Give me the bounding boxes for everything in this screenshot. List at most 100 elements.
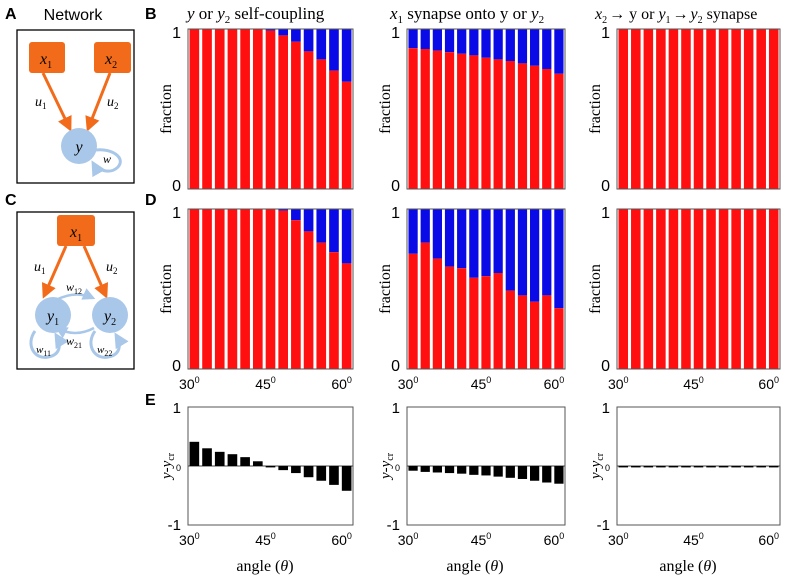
- e2-bar-1: [420, 466, 430, 472]
- b3-bar-red-11: [756, 29, 766, 189]
- e1-bar-8: [291, 466, 301, 474]
- node-y2-label: y: [102, 308, 112, 325]
- b1-ytick-1: 1: [172, 25, 181, 42]
- b2-frame: [406, 28, 566, 190]
- b2-bar-blue-2: [432, 29, 443, 51]
- e3-xtick-2-base: 60: [758, 532, 774, 548]
- b1-frame: [187, 28, 354, 190]
- node-x1-sub: 1: [47, 60, 52, 71]
- e2-bar-8: [505, 466, 515, 478]
- d2-xtick-0-sup: 0: [413, 375, 418, 385]
- d3-frame: [616, 208, 781, 370]
- col2-title-a-sub: 1: [398, 14, 404, 26]
- b2-bar-blue-1: [420, 29, 430, 49]
- d1-bar-red-2: [214, 209, 225, 369]
- d2-bar-red-9: [517, 295, 528, 369]
- col3-title-a-sub: 2: [602, 15, 607, 26]
- d2-xtick-1: 450: [471, 375, 492, 392]
- b3-bar-red-9: [731, 29, 741, 189]
- label-u2: u: [107, 95, 114, 110]
- edge-x1-y1: [41, 245, 68, 299]
- e1-ytick-bot: -1: [168, 517, 181, 534]
- d3-xtick-1: 450: [683, 375, 704, 392]
- e3-ytick-top: 1: [602, 400, 610, 417]
- d2-bar-blue-2: [432, 209, 443, 259]
- d2-bar-blue-11: [542, 209, 552, 296]
- d3-xtick-2-base: 60: [758, 376, 774, 392]
- e1-bar-2: [214, 451, 225, 466]
- d2-frame: [406, 208, 566, 370]
- d2-bar-blue-0: [408, 209, 418, 254]
- d1-bar-red-11: [329, 252, 339, 369]
- e3-bar-9: [731, 466, 741, 468]
- label-w21: w: [66, 334, 74, 348]
- d1-ytick-0: 0: [172, 358, 181, 375]
- b1-ytick-0: 0: [172, 178, 181, 195]
- e1-bar-7: [278, 466, 289, 471]
- d3-bar-red-3: [656, 209, 666, 369]
- d2-bar-red-7: [493, 273, 503, 369]
- d2-bar-blue-7: [493, 209, 503, 273]
- b2-bar-blue-6: [481, 29, 491, 58]
- e2-xtick-1: 450: [471, 531, 492, 548]
- node-x1: [29, 42, 65, 73]
- xlabel-col2-theta: θ: [490, 558, 498, 575]
- e2-ylabel-sub: cr: [385, 452, 396, 460]
- e1-bar-9: [303, 466, 314, 478]
- label-w11-sub: 11: [43, 349, 51, 358]
- e1-ylabel-sub: cr: [166, 452, 177, 460]
- svg-text:w11: w11: [36, 344, 51, 358]
- b2-bar-red-0: [408, 48, 418, 190]
- e2-ylabel: y-ycr: [378, 452, 396, 481]
- e2-bar-0: [408, 466, 418, 471]
- b1-bar-blue-8: [291, 29, 301, 42]
- panel-letter-b: B: [145, 6, 157, 23]
- e3-bar-12: [768, 466, 779, 468]
- b2-bar-blue-7: [493, 29, 503, 60]
- e3-bar-7: [706, 466, 716, 468]
- e2-bar-6: [481, 466, 491, 476]
- e1-bar-1: [202, 448, 212, 466]
- e2-bar-7: [493, 466, 503, 477]
- d2-xtick-0: 300: [398, 375, 419, 392]
- e3-xtick-1-sup: 0: [699, 531, 704, 541]
- d2-bar-red-10: [529, 301, 540, 369]
- svg-text:x2: x2: [104, 51, 117, 71]
- d1-bar-blue-9: [303, 209, 314, 232]
- svg-text:w21: w21: [66, 334, 82, 350]
- label-c-u2: u: [106, 260, 113, 275]
- e1-bar-5: [252, 461, 263, 466]
- e3-bar-10: [743, 466, 754, 468]
- node-y: [61, 128, 97, 164]
- d1-bar-red-8: [291, 220, 301, 369]
- e3-ylabel-main: y-y: [588, 460, 604, 481]
- b1-bar-red-3: [227, 29, 238, 189]
- network-a-frame: [16, 29, 135, 184]
- e3-bar-3: [656, 466, 666, 468]
- e3-xtick-1: 450: [683, 531, 704, 548]
- xlabel-col3-theta: θ: [703, 558, 711, 575]
- b1-bar-red-1: [202, 29, 212, 189]
- b2-bar-red-11: [542, 69, 552, 189]
- d2-ytick-1: 1: [391, 205, 400, 222]
- col3-title: x2 → y or y1 → y2 synapse: [594, 6, 757, 26]
- d3-bar-red-4: [668, 209, 679, 369]
- network-c-diagram: x1 u1 u2 w12 y1 y2 w11 w21 w22: [16, 211, 135, 370]
- b3-bar-red-4: [668, 29, 679, 189]
- col1-title: y or y2 self-coupling: [185, 4, 325, 26]
- e2-xtick-0-base: 30: [398, 532, 414, 548]
- d3-bar-red-11: [756, 209, 766, 369]
- b1-bar-red-2: [214, 29, 225, 189]
- e2-xtick-0-sup: 0: [413, 531, 418, 541]
- d1-bar-red-6: [265, 209, 276, 369]
- b3-ytick-0: 0: [601, 178, 610, 195]
- node-y1-label: y: [45, 308, 55, 325]
- e3-frame: [616, 406, 781, 526]
- col3-title-e: synapse: [703, 6, 758, 23]
- e1-frame: [187, 406, 354, 526]
- b1-bar-red-0: [189, 29, 200, 189]
- e2-bar-2: [432, 466, 443, 473]
- d1-xtick-0-base: 30: [179, 376, 195, 392]
- label-w12-sub: 12: [74, 287, 82, 296]
